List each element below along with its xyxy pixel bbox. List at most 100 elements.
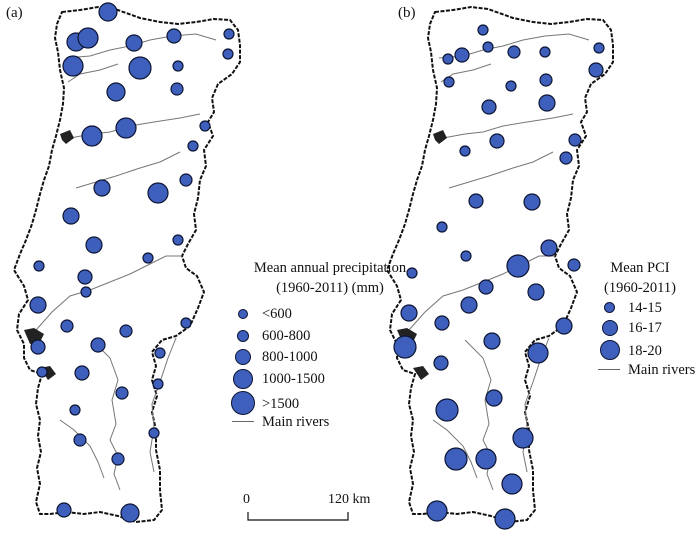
- station-symbol: [567, 258, 581, 272]
- station-symbol: [494, 508, 516, 530]
- station-symbol: [74, 365, 90, 381]
- station-symbol: [98, 2, 118, 22]
- station-symbol: [540, 239, 558, 257]
- legend-b-class-3-label: 18-20: [628, 343, 662, 359]
- legend-a-class-1: <600: [230, 305, 430, 325]
- station-symbol: [442, 53, 454, 65]
- station-symbol: [142, 252, 154, 264]
- legend-a-symbol-4: [233, 369, 253, 389]
- station-symbol: [559, 151, 573, 165]
- station-symbol: [115, 386, 129, 400]
- station-symbol: [539, 73, 553, 87]
- station-symbol: [120, 503, 140, 523]
- station-symbol: [434, 315, 450, 331]
- station-symbol: [30, 339, 46, 355]
- station-symbol: [77, 27, 99, 49]
- station-symbol: [119, 324, 133, 338]
- station-symbol: [506, 254, 530, 278]
- legend-b-title-line2: (1960-2011): [604, 279, 676, 296]
- station-symbol: [80, 286, 92, 298]
- station-symbol: [555, 317, 573, 335]
- station-symbol: [166, 28, 182, 44]
- station-symbol: [187, 140, 199, 152]
- station-symbol: [501, 473, 523, 495]
- station-symbol: [56, 502, 72, 518]
- legend-b-river-line: [598, 369, 620, 370]
- legend-a-class-2: 600-800: [230, 327, 430, 347]
- station-symbol: [482, 41, 494, 53]
- legend-b-rivers: Main rivers: [590, 361, 698, 379]
- legend-a-rivers: Main rivers: [230, 413, 430, 431]
- legend-b-class-2: 16-17: [590, 317, 698, 339]
- legend-b-title-line1: Mean PCI: [610, 260, 670, 276]
- station-symbol: [588, 62, 604, 78]
- station-symbol: [483, 332, 501, 350]
- legend-b-class-1: 14-15: [590, 299, 698, 317]
- legend-a-rivers-label: Main rivers: [262, 414, 330, 430]
- station-symbol: [81, 125, 103, 147]
- station-symbol: [128, 56, 152, 80]
- legend-a-class-5: >1500: [230, 389, 430, 417]
- station-symbol: [154, 347, 166, 359]
- station-symbol: [478, 279, 494, 295]
- station-symbol: [406, 267, 418, 279]
- station-symbol: [172, 60, 184, 72]
- station-symbol: [460, 296, 478, 314]
- station-symbol: [148, 427, 160, 439]
- legend-a-symbol-1: [238, 309, 248, 319]
- scale-bar-end-label: 120 km: [328, 492, 371, 507]
- legend-a-symbol-5: [231, 391, 255, 415]
- station-symbol: [36, 366, 48, 378]
- station-symbol: [443, 76, 455, 88]
- legend-b-rivers-label: Main rivers: [628, 362, 696, 378]
- station-symbol: [172, 234, 184, 246]
- station-symbol: [454, 47, 470, 63]
- station-symbol: [459, 145, 471, 157]
- station-symbol: [538, 94, 556, 112]
- station-symbol: [477, 24, 489, 36]
- station-symbol: [93, 179, 111, 197]
- station-symbol: [444, 447, 468, 471]
- station-symbol: [29, 296, 47, 314]
- legend-a-title-line1: Mean annual precipitation: [253, 260, 407, 276]
- station-symbol: [468, 193, 484, 209]
- station-symbol: [512, 427, 534, 449]
- station-symbol: [507, 45, 521, 59]
- station-symbol: [62, 55, 84, 77]
- station-symbol: [527, 342, 549, 364]
- scale-bar-start-label: 0: [243, 492, 250, 507]
- station-symbol: [73, 433, 87, 447]
- station-symbol: [180, 317, 192, 329]
- station-symbol: [85, 236, 103, 254]
- scale-bar: [247, 512, 349, 521]
- station-symbols-a: [29, 2, 235, 523]
- station-symbols-b: [393, 24, 605, 530]
- station-symbol: [485, 389, 503, 407]
- station-symbol: [527, 283, 545, 301]
- station-symbol: [489, 133, 505, 149]
- station-symbol: [568, 133, 582, 147]
- legend-a-river-line: [232, 421, 254, 422]
- station-symbol: [222, 48, 234, 60]
- station-symbol: [523, 193, 541, 211]
- station-symbol: [393, 335, 417, 359]
- legend-b-class-3: 18-20: [590, 339, 698, 363]
- station-symbol: [147, 182, 169, 204]
- legend-a-class-4: 1000-1500: [230, 367, 430, 391]
- station-symbol: [77, 269, 93, 285]
- station-symbol: [199, 120, 211, 132]
- station-symbol: [400, 304, 418, 322]
- legend-b-class-2-label: 16-17: [628, 320, 662, 336]
- legend-b-symbol-2: [602, 320, 618, 336]
- station-symbol: [179, 173, 193, 187]
- station-symbol: [460, 250, 472, 262]
- station-symbol: [115, 117, 137, 139]
- legend-b-class-1-label: 14-15: [628, 300, 662, 316]
- legend-a-class-3-label: 800-1000: [262, 349, 318, 365]
- station-symbol: [593, 42, 605, 54]
- station-symbol: [433, 355, 449, 371]
- station-symbol: [69, 404, 81, 416]
- station-symbol: [505, 80, 517, 92]
- legend-a-class-3: 800-1000: [230, 347, 430, 369]
- station-symbol: [106, 82, 126, 102]
